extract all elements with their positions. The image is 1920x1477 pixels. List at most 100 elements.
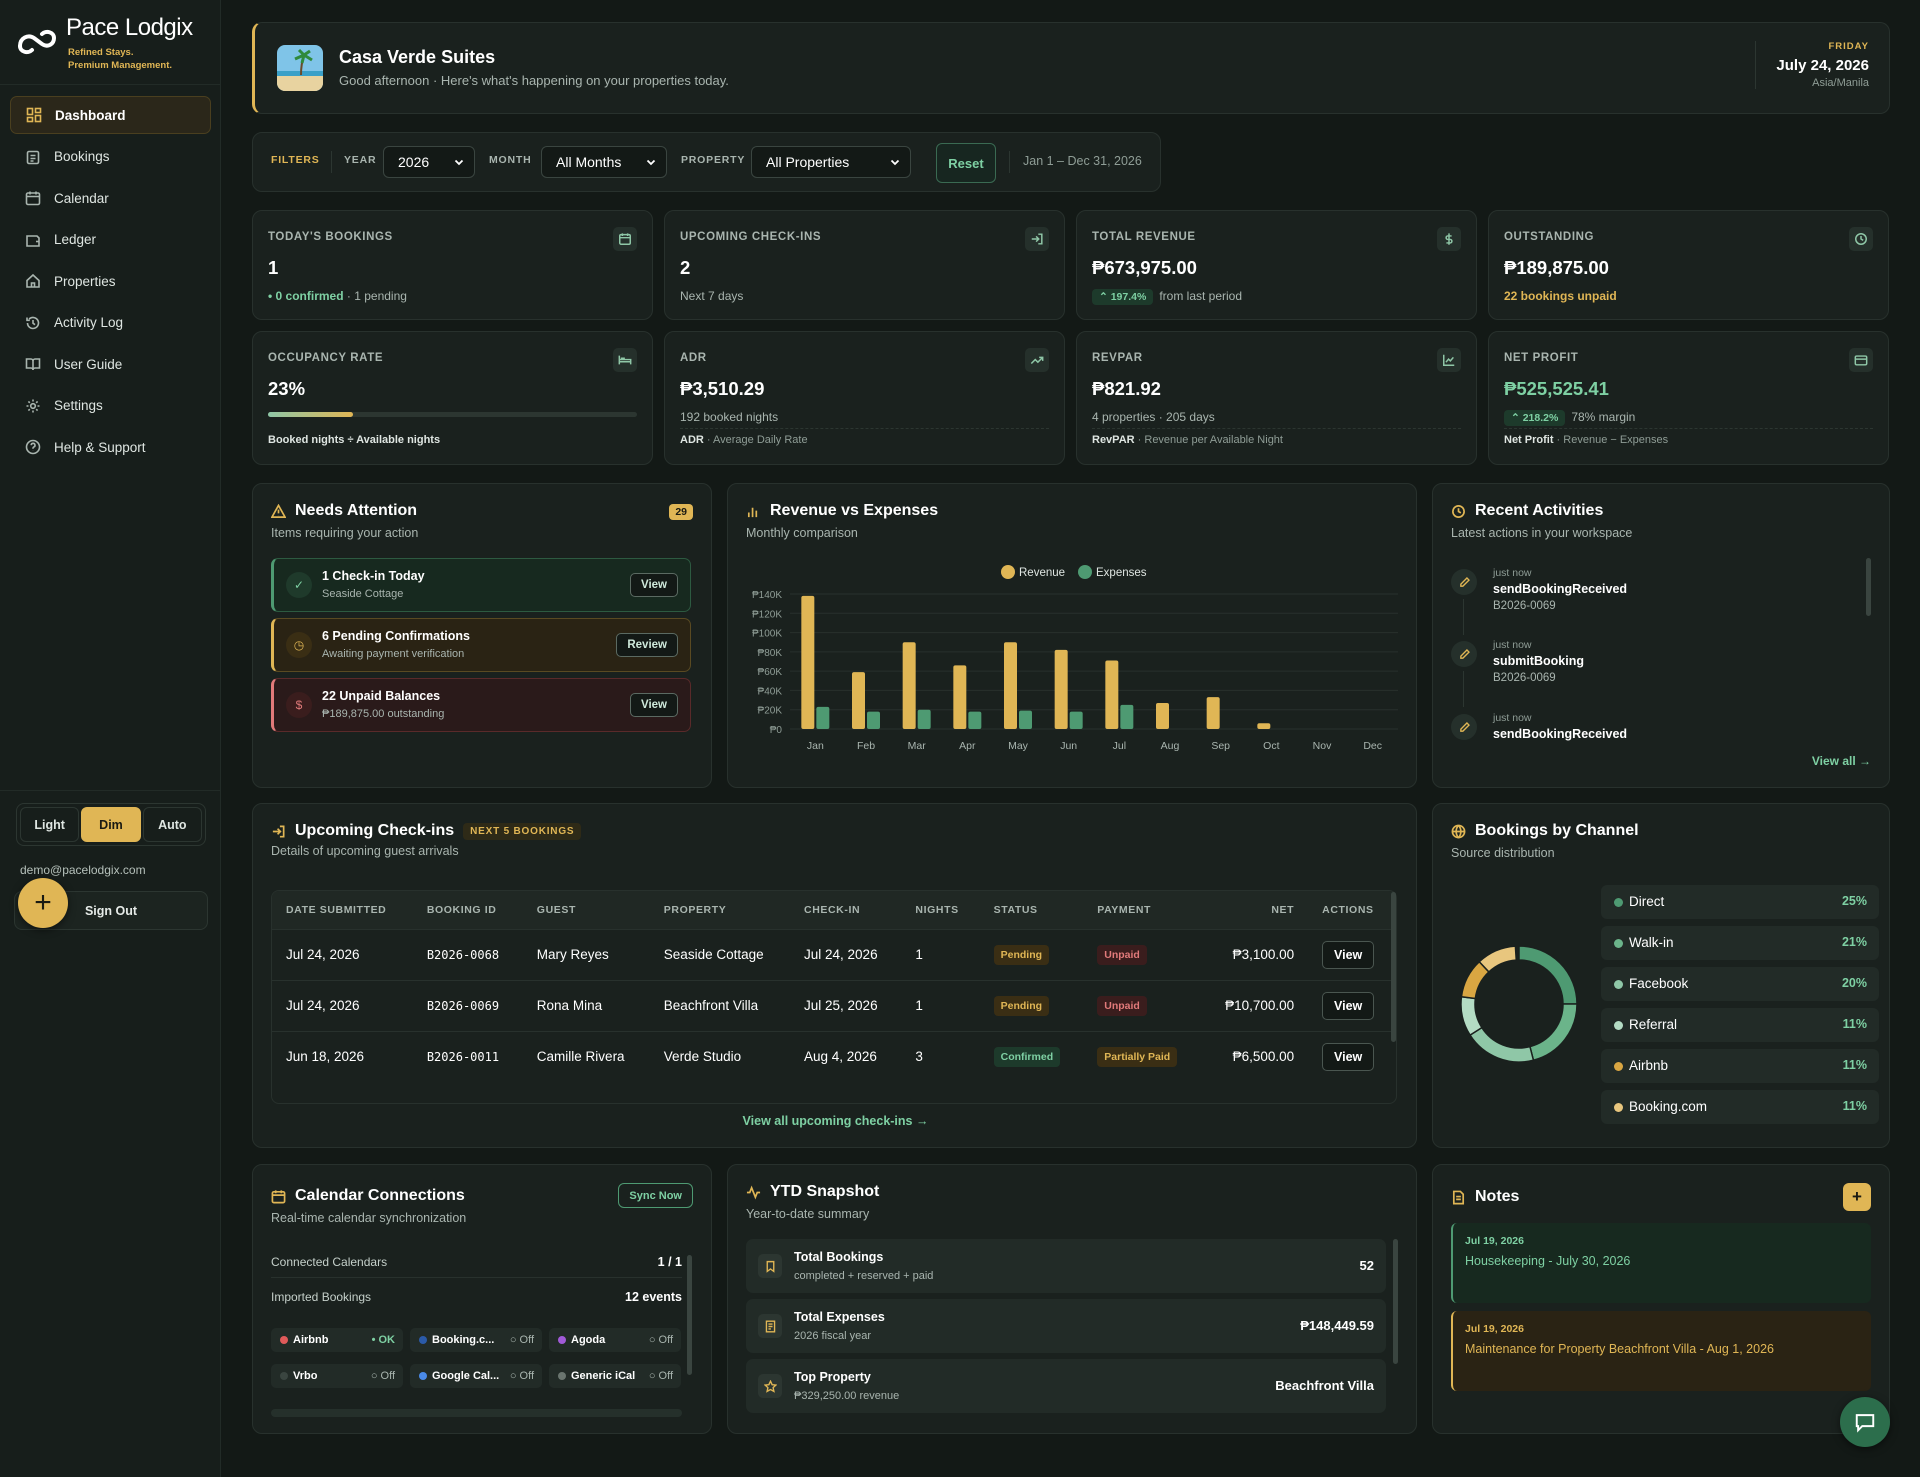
- view-button[interactable]: View: [630, 693, 678, 717]
- theme-auto-button[interactable]: Auto: [142, 807, 202, 842]
- view-button[interactable]: View: [1322, 940, 1375, 969]
- channel-row-facebook[interactable]: Facebook 20%: [1601, 967, 1879, 1001]
- scrollbar[interactable]: [1391, 892, 1396, 1042]
- col-booking-id[interactable]: BOOKING ID: [412, 891, 523, 929]
- year-select[interactable]: 2026: [383, 146, 475, 178]
- col-nights[interactable]: NIGHTS: [901, 891, 980, 929]
- scrollbar[interactable]: [687, 1255, 692, 1375]
- activity-action: sendBookingReceived: [1493, 727, 1628, 741]
- sidebar-item-properties[interactable]: Properties: [10, 262, 211, 300]
- col-date-submitted[interactable]: DATE SUBMITTED: [272, 891, 413, 929]
- month-select[interactable]: All Months: [541, 146, 667, 178]
- kpi-revpar[interactable]: REVPAR ₱821.92 4 properties · 205 days R…: [1076, 331, 1477, 465]
- sidebar-item-ledger[interactable]: Ledger: [10, 221, 211, 259]
- scrollbar[interactable]: [1393, 1239, 1398, 1364]
- divider: [0, 84, 221, 85]
- quick-add-button[interactable]: +: [18, 878, 68, 928]
- sidebar-item-bookings[interactable]: Bookings: [10, 138, 211, 176]
- note-item[interactable]: Jul 19, 2026 Maintenance for Property Be…: [1451, 1311, 1871, 1391]
- calendar-source-vrbo[interactable]: Vrbo ○ Off: [271, 1364, 403, 1388]
- brand-logo[interactable]: Pace Lodgix Refined Stays. Premium Manag…: [16, 14, 216, 74]
- kpi-adr[interactable]: ADR ₱3,510.29 192 booked nights ADR · Av…: [664, 331, 1065, 465]
- cell-booking-id[interactable]: B2026-0011: [412, 1030, 523, 1082]
- activity-time: just now: [1493, 639, 1532, 651]
- edit-icon: [1451, 714, 1477, 740]
- activity-time: just now: [1493, 712, 1532, 724]
- warning-icon: [271, 503, 286, 518]
- theme-light-button[interactable]: Light: [20, 807, 80, 842]
- view-button[interactable]: View: [630, 573, 678, 597]
- kpi-upcoming-checkins[interactable]: UPCOMING CHECK-INS 2 Next 7 days: [664, 210, 1065, 320]
- activity-item[interactable]: just now sendBookingReceived B2026-0069: [1451, 567, 1861, 639]
- col-net[interactable]: NET: [1201, 891, 1309, 929]
- calendar-source-booking-com[interactable]: Booking.c... ○ Off: [410, 1328, 542, 1352]
- ytd-label: Top Property: [794, 1370, 871, 1384]
- kpi-label: TODAY'S BOOKINGS: [268, 231, 393, 243]
- calendar-source-google[interactable]: Google Cal... ○ Off: [410, 1364, 542, 1388]
- y-tick-label: ₱40K: [758, 686, 783, 697]
- activity-item[interactable]: just now sendBookingReceived: [1451, 712, 1861, 744]
- calendar-source-agoda[interactable]: Agoda ○ Off: [549, 1328, 681, 1352]
- kpi-outstanding[interactable]: OUTSTANDING ₱189,875.00 22 bookings unpa…: [1488, 210, 1889, 320]
- sidebar-item-user-guide[interactable]: User Guide: [10, 345, 211, 383]
- col-check-in[interactable]: CHECK-IN: [790, 891, 902, 929]
- bed-icon: [613, 348, 637, 372]
- kpi-total-revenue[interactable]: TOTAL REVENUE ₱673,975.00 ⌃ 197.4% from l…: [1076, 210, 1477, 320]
- bookmark-icon: [758, 1254, 782, 1278]
- note-item[interactable]: Jul 19, 2026 Housekeeping - July 30, 202…: [1451, 1223, 1871, 1303]
- attention-item-pending[interactable]: ◷ 6 Pending Confirmations Awaiting payme…: [271, 618, 691, 672]
- table-row[interactable]: Jun 18, 2026 B2026-0011 Camille Rivera V…: [272, 1030, 1396, 1082]
- scrollbar-horizontal[interactable]: [271, 1409, 682, 1417]
- view-all-checkins-link[interactable]: View all upcoming check-ins →: [742, 1114, 929, 1128]
- filter-bar: FILTERS YEAR 2026 MONTH All Months PROPE…: [252, 132, 1161, 192]
- channel-row-referral[interactable]: Referral 11%: [1601, 1008, 1879, 1042]
- kpi-net-profit[interactable]: NET PROFIT ₱525,525.41 ⌃ 218.2% 78% margi…: [1488, 331, 1889, 465]
- legend-label: Revenue: [1019, 567, 1065, 579]
- kpi-todays-bookings[interactable]: TODAY'S BOOKINGS 1 • 0 confirmed · 1 pen…: [252, 210, 653, 320]
- chat-button[interactable]: [1840, 1397, 1890, 1447]
- cell-property: Seaside Cottage: [649, 928, 791, 980]
- property-select[interactable]: All Properties: [751, 146, 911, 178]
- review-button[interactable]: Review: [616, 633, 678, 657]
- sidebar-item-settings[interactable]: Settings: [10, 387, 211, 425]
- channel-row-booking-com[interactable]: Booking.com 11%: [1601, 1090, 1879, 1124]
- table-row[interactable]: Jul 24, 2026 B2026-0068 Mary Reyes Seasi…: [272, 928, 1396, 980]
- theme-dim-button[interactable]: Dim: [81, 807, 141, 842]
- cell-checkin: Aug 4, 2026: [790, 1030, 902, 1082]
- col-property[interactable]: PROPERTY: [649, 891, 791, 929]
- attention-item-unpaid[interactable]: $ 22 Unpaid Balances ₱189,875.00 outstan…: [271, 678, 691, 732]
- col-guest[interactable]: GUEST: [522, 891, 650, 929]
- ytd-total-bookings[interactable]: Total Bookings completed + reserved + pa…: [746, 1239, 1386, 1293]
- ytd-top-property[interactable]: Top Property ₱329,250.00 revenue Beachfr…: [746, 1359, 1386, 1413]
- calendar-source-airbnb[interactable]: Airbnb • OK: [271, 1328, 403, 1352]
- view-button[interactable]: View: [1322, 1042, 1375, 1071]
- calendar-icon: [613, 227, 637, 251]
- kpi-occupancy-rate[interactable]: OCCUPANCY RATE 23% Booked nights ÷ Avail…: [252, 331, 653, 465]
- scrollbar[interactable]: [1866, 558, 1871, 616]
- sync-now-button[interactable]: Sync Now: [618, 1183, 693, 1208]
- reset-button[interactable]: Reset: [936, 143, 996, 183]
- sidebar-item-dashboard[interactable]: Dashboard: [10, 96, 211, 134]
- view-all-activities-link[interactable]: View all →: [1811, 754, 1871, 768]
- view-button[interactable]: View: [1322, 991, 1375, 1020]
- col-payment[interactable]: PAYMENT: [1083, 891, 1202, 929]
- cell-checkin: Jul 25, 2026: [790, 979, 902, 1031]
- sidebar-item-calendar[interactable]: Calendar: [10, 179, 211, 217]
- sidebar-item-help-support[interactable]: Help & Support: [10, 428, 211, 466]
- cell-booking-id[interactable]: B2026-0069: [412, 979, 523, 1031]
- add-note-button[interactable]: +: [1843, 1183, 1871, 1211]
- channel-row-direct[interactable]: Direct 25%: [1601, 885, 1879, 919]
- table-row[interactable]: Jul 24, 2026 B2026-0069 Rona Mina Beachf…: [272, 979, 1396, 1031]
- calendar-source-generic-ical[interactable]: Generic iCal ○ Off: [549, 1364, 681, 1388]
- channel-row-airbnb[interactable]: Airbnb 11%: [1601, 1049, 1879, 1083]
- cell-booking-id[interactable]: B2026-0068: [412, 928, 523, 980]
- dollar-icon: $: [286, 692, 312, 718]
- theme-switcher: Light Dim Auto: [16, 803, 206, 846]
- ytd-total-expenses[interactable]: Total Expenses 2026 fiscal year ₱148,449…: [746, 1299, 1386, 1353]
- kpi-sub: ⌃ 197.4% from last period: [1092, 289, 1242, 305]
- channel-row-walk-in[interactable]: Walk-in 21%: [1601, 926, 1879, 960]
- sidebar-item-activity-log[interactable]: Activity Log: [10, 304, 211, 342]
- attention-item-checkin[interactable]: ✓ 1 Check-in Today Seaside Cottage View: [271, 558, 691, 612]
- activity-item[interactable]: just now submitBooking B2026-0069: [1451, 639, 1861, 711]
- col-status[interactable]: STATUS: [979, 891, 1084, 929]
